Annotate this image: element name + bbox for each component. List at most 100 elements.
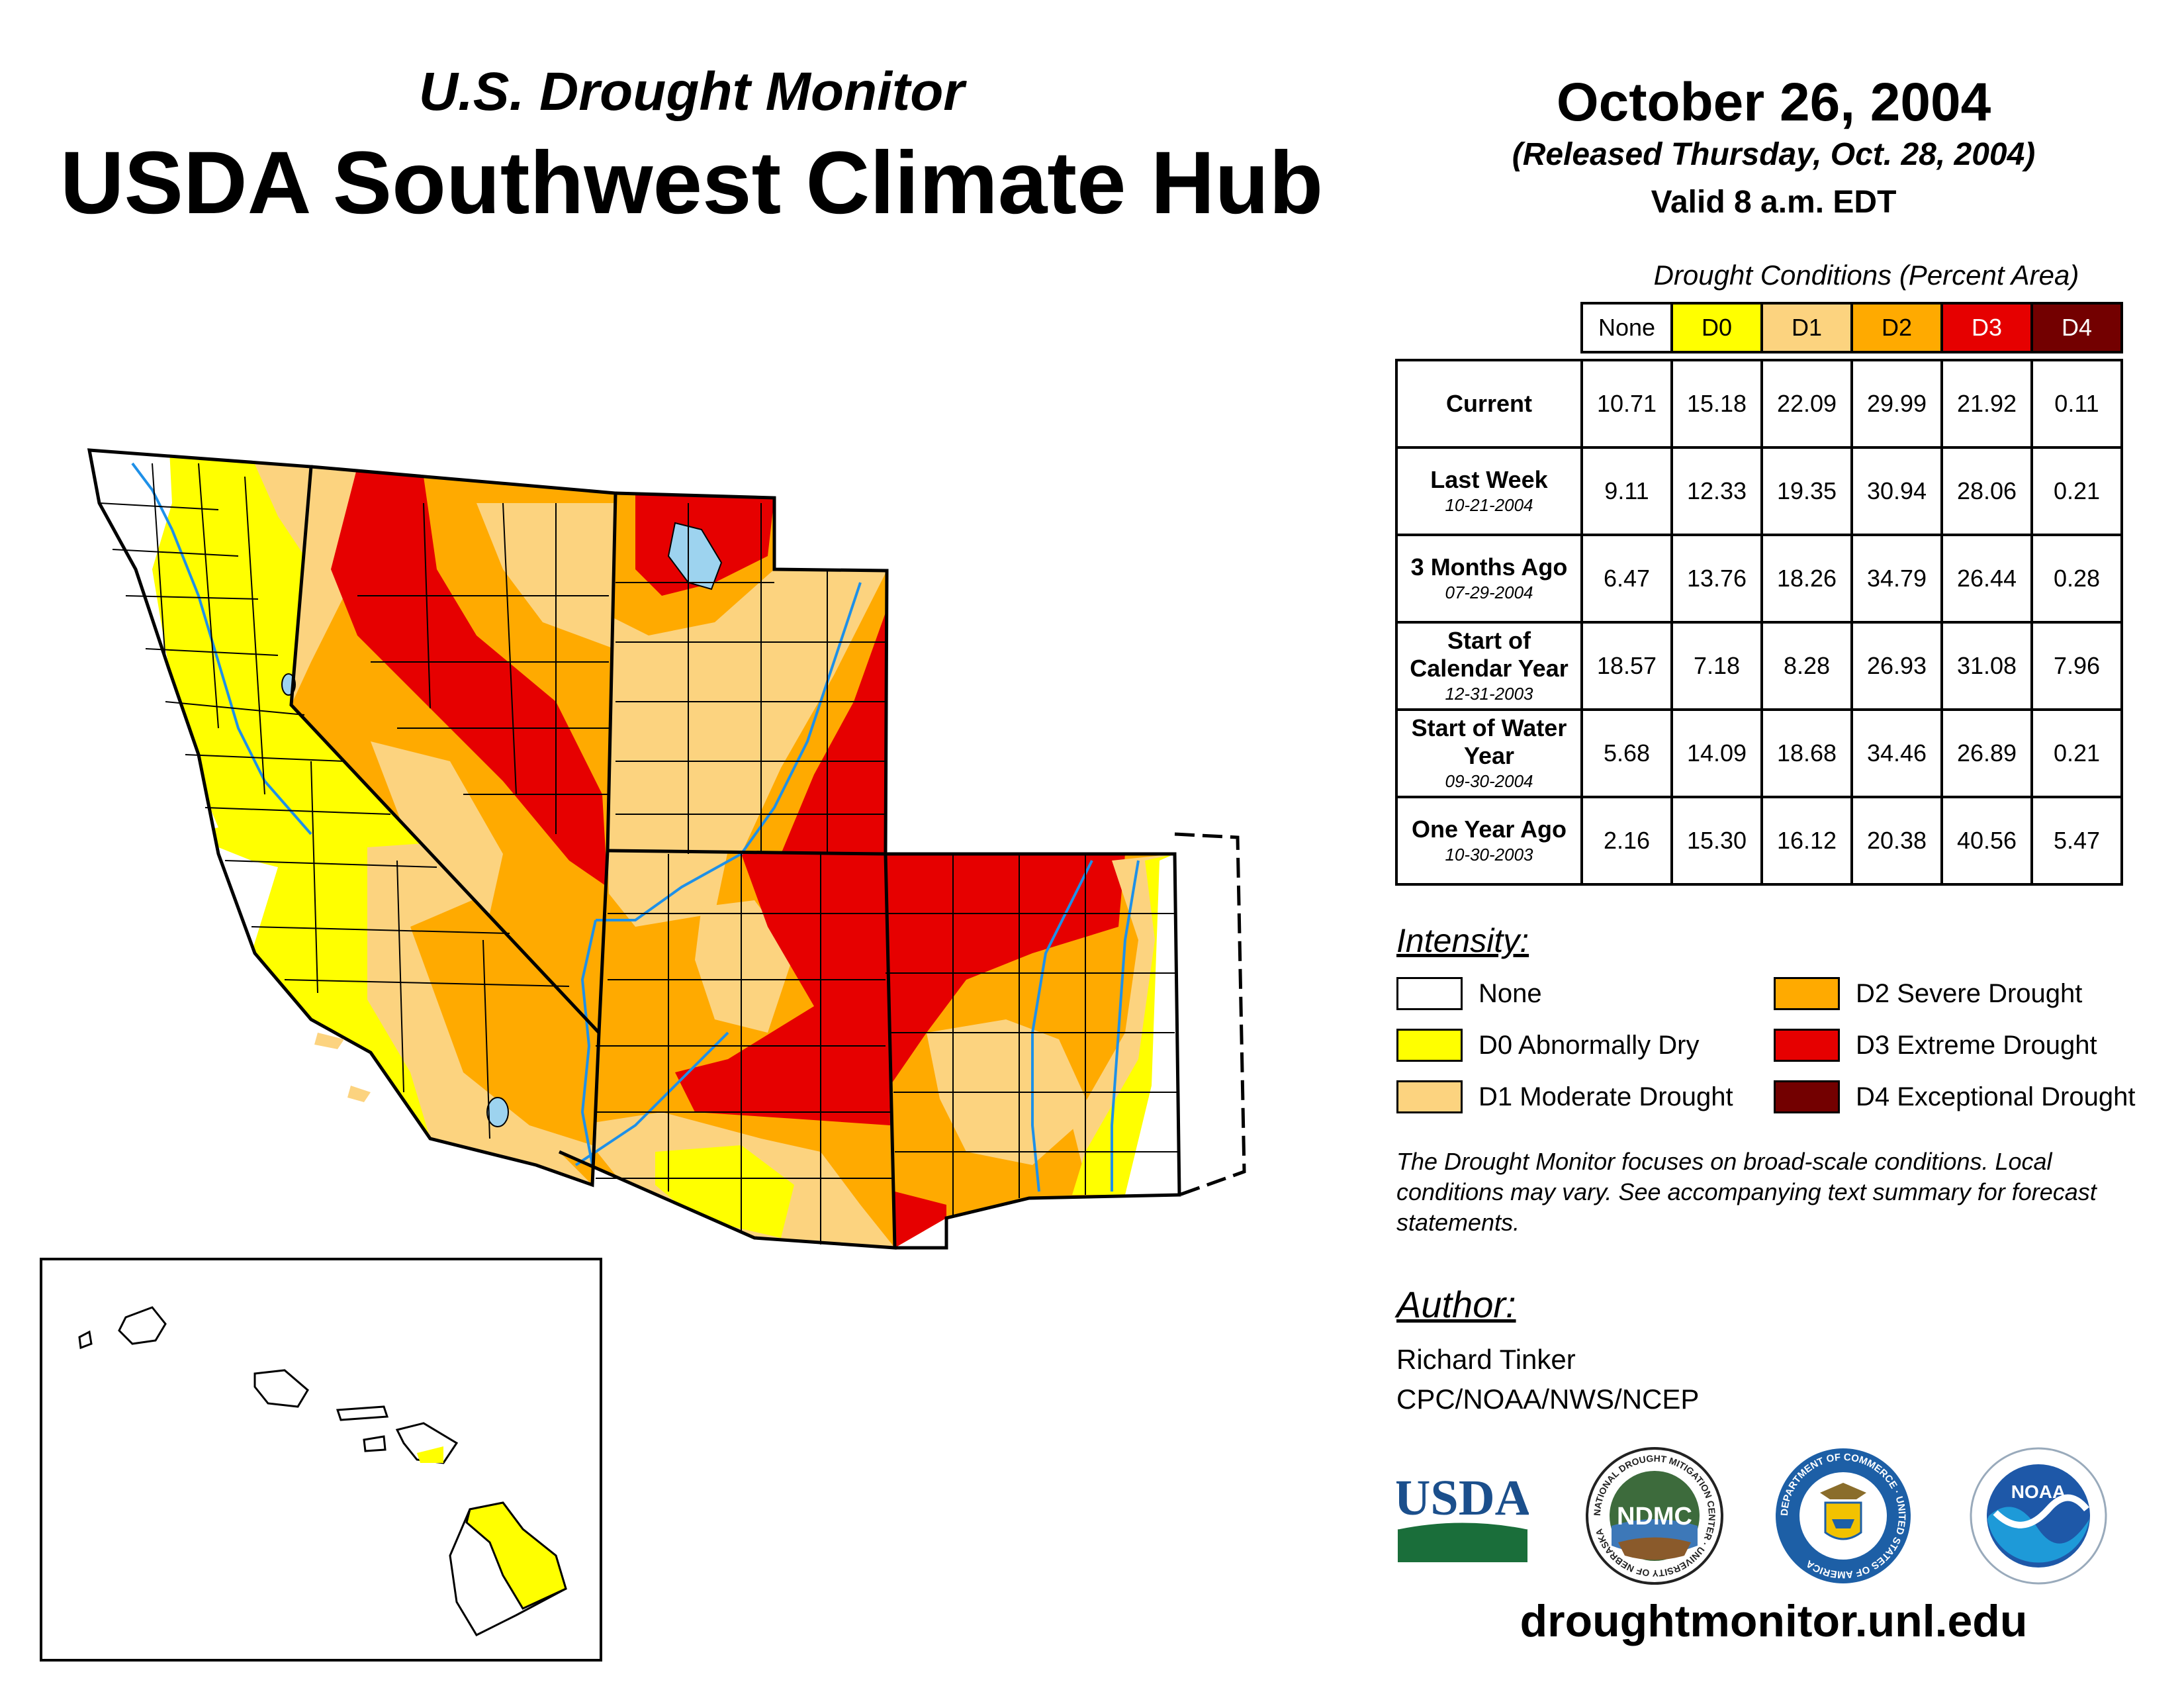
lanai (363, 1435, 387, 1452)
table-cell: 0.21 (2030, 708, 2123, 798)
sacramento-river (171, 529, 312, 835)
california-border (87, 448, 601, 1188)
legend-swatch (1774, 1029, 1840, 1062)
source-url[interactable]: droughtmonitor.unl.edu (1520, 1596, 2028, 1646)
ndmc-logo: NATIONAL DROUGHT MITIGATION CENTER · UNI… (1586, 1447, 1723, 1585)
table-cell: 20.38 (1850, 796, 1943, 886)
row-label: One Year Ago 10-30-2003 (1395, 796, 1583, 886)
svg-text:NOAA: NOAA (2011, 1481, 2066, 1502)
utah-border (607, 491, 889, 856)
author-name: Richard Tinker (1396, 1344, 1576, 1375)
table-cell: 16.12 (1760, 796, 1853, 886)
drought-conditions-table: None D0 D1 D2 D3 D4 Current 10.71 15.18 … (1395, 302, 2123, 886)
table-cell: 21.92 (1940, 359, 2033, 449)
great-salt-lake (667, 522, 723, 590)
table-cell: 18.57 (1580, 621, 1673, 711)
row-label: Start of Water Year 09-30-2004 (1395, 708, 1583, 798)
table-cell: 19.35 (1760, 446, 1853, 536)
table-cell: 34.46 (1850, 708, 1943, 798)
table-row: One Year Ago 10-30-2003 2.16 15.30 16.12 … (1395, 796, 2123, 886)
table-cell: 18.68 (1760, 708, 1853, 798)
column-header-d1: D1 (1760, 302, 1853, 353)
bird-icon (1993, 1494, 2089, 1528)
table-cell: 26.89 (1940, 708, 2033, 798)
table-row: Start of Water Year 09-30-2004 5.68 14.09… (1395, 708, 2123, 798)
county-lines (99, 463, 1178, 1244)
author-heading: Author: (1396, 1284, 1516, 1325)
legend-item-d4: D4 Exceptional Drought (1774, 1080, 2135, 1113)
svg-text:USDA: USDA (1396, 1470, 1529, 1526)
southwest-drought-map (87, 448, 1246, 1250)
state-borders (87, 448, 1246, 1250)
legend-swatch (1774, 977, 1840, 1010)
table-cell: 7.96 (2030, 621, 2123, 711)
legend-item-d3: D3 Extreme Drought (1774, 1029, 2097, 1062)
drought-fill-layer (89, 450, 1244, 1248)
table-cell: 26.44 (1940, 534, 2033, 624)
row-label: Current (1395, 359, 1583, 449)
table-cell: 31.08 (1940, 621, 2033, 711)
map-date: October 26, 2004 (1556, 72, 1991, 132)
table-cell: 18.26 (1760, 534, 1853, 624)
hawaii-inset-map (40, 1258, 602, 1662)
table-cell: 14.09 (1670, 708, 1763, 798)
table-cell: 15.30 (1670, 796, 1763, 886)
new-mexico-border (886, 852, 1181, 1250)
column-header-d4: D4 (2030, 302, 2123, 353)
row-label: Start of Calendar Year 12-31-2003 (1395, 621, 1583, 711)
table-row: Start of Calendar Year 12-31-2003 18.57 7… (1395, 621, 2123, 711)
author-org: CPC/NOAA/NWS/NCEP (1396, 1383, 1700, 1415)
table-cell: 22.09 (1760, 359, 1853, 449)
legend-item-none: None (1396, 977, 1542, 1010)
table-cell: 13.76 (1670, 534, 1763, 624)
table-caption: Drought Conditions (Percent Area) (1653, 259, 2079, 291)
map-subtitle: U.S. Drought Monitor (418, 62, 965, 122)
molokai (336, 1405, 389, 1421)
legend-swatch (1396, 977, 1463, 1010)
lower-colorado-river (580, 919, 597, 1166)
usda-logo: USDA (1396, 1470, 1529, 1562)
oahu (253, 1369, 309, 1408)
table-cell: 29.99 (1850, 359, 1943, 449)
legend-heading: Intensity: (1396, 922, 1529, 959)
table-cell: 5.47 (2030, 796, 2123, 886)
column-header-d2: D2 (1850, 302, 1943, 353)
map-title: USDA Southwest Climate Hub (60, 134, 1324, 232)
column-header-d0: D0 (1670, 302, 1763, 353)
table-cell: 8.28 (1760, 621, 1853, 711)
kauai (118, 1306, 167, 1345)
table-cell: 12.33 (1670, 446, 1763, 536)
table-cell: 2.16 (1580, 796, 1673, 886)
gila-river (574, 1031, 729, 1166)
table-row: Last Week 10-21-2004 9.11 12.33 19.35 30.… (1395, 446, 2123, 536)
salton-sea (486, 1097, 509, 1127)
legend-swatch (1396, 1080, 1463, 1113)
table-cell: 0.11 (2030, 359, 2123, 449)
table-cell: 15.18 (1670, 359, 1763, 449)
legend-swatch (1774, 1080, 1840, 1113)
table-cell: 9.11 (1580, 446, 1673, 536)
table-cell: 40.56 (1940, 796, 2033, 886)
table-cell: 26.93 (1850, 621, 1943, 711)
author-block: Richard Tinker CPC/NOAA/NWS/NCEP (1396, 1340, 1699, 1419)
texas-panhandle-area (1175, 834, 1244, 1195)
noaa-logo: NOAA (1970, 1447, 2107, 1585)
colorado-river (596, 582, 862, 921)
rio-grande (1031, 860, 1093, 1192)
row-label: Last Week 10-21-2004 (1395, 446, 1583, 536)
svg-text:NDMC: NDMC (1617, 1503, 1692, 1530)
utah-drought (608, 493, 887, 854)
niihau (78, 1330, 93, 1350)
klamath-river (131, 462, 173, 530)
department-of-commerce-seal: DEPARTMENT OF COMMERCE · UNITED STATES O… (1776, 1448, 1911, 1583)
table-cell: 10.71 (1580, 359, 1673, 449)
legend-swatch (1396, 1029, 1463, 1062)
release-date: (Released Thursday, Oct. 28, 2004) (1512, 137, 2036, 172)
table-cell: 5.68 (1580, 708, 1673, 798)
legend-item-d1: D1 Moderate Drought (1396, 1080, 1733, 1113)
table-cell: 30.94 (1850, 446, 1943, 536)
table-cell: 28.06 (1940, 446, 2033, 536)
table-cell: 34.79 (1850, 534, 1943, 624)
table-row: Current 10.71 15.18 22.09 29.99 21.92 0.… (1395, 359, 2123, 449)
nevada-border (310, 465, 617, 1033)
